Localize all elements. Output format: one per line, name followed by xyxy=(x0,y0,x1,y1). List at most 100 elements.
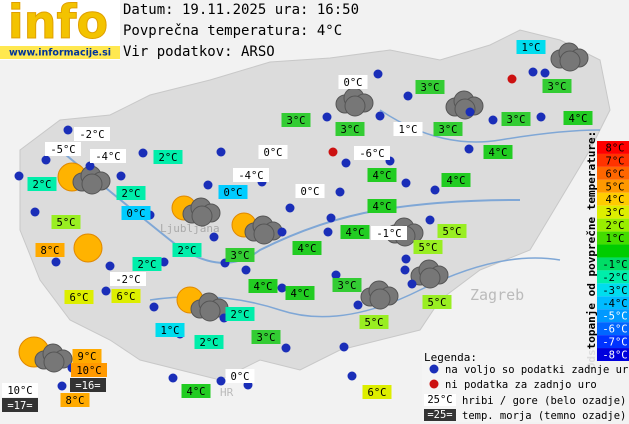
station-dot-missing xyxy=(507,74,517,84)
station-dot xyxy=(323,227,333,237)
station-dot xyxy=(322,112,332,122)
station-temp: 6°C xyxy=(117,291,136,303)
station-temp: -1°C xyxy=(376,228,401,240)
station-label-bg xyxy=(110,272,146,286)
avg-line: Povprečna temperatura: 4°C xyxy=(123,23,342,39)
legend-sample-bg xyxy=(424,409,456,421)
station-temp: =17= xyxy=(7,400,32,412)
station-temp: -6°C xyxy=(359,148,384,160)
station-dots xyxy=(14,67,550,391)
scale-step xyxy=(597,257,629,271)
color-scale: 8°C7°C6°C5°C4°C3°C2°C1°C -1°C-2°C-3°C-4°C… xyxy=(597,141,629,362)
station-temp: 5°C xyxy=(365,317,384,329)
station-dot xyxy=(241,265,251,275)
scale-label: -5°C xyxy=(602,311,627,323)
station-temp: 4°C xyxy=(346,227,365,239)
station-label-bg xyxy=(70,378,106,392)
station-temp: 0°C xyxy=(224,187,243,199)
station-temp: 4°C xyxy=(373,170,392,182)
scale-label: 7°C xyxy=(606,155,625,167)
scale-step xyxy=(597,218,629,232)
station-temp: 1°C xyxy=(522,42,541,54)
cloud-part xyxy=(191,205,213,227)
city-label: Ljubljana xyxy=(160,222,220,235)
legend-title: Legenda: xyxy=(424,351,477,364)
station-label-bg xyxy=(233,168,269,182)
station-temp: -2°C xyxy=(79,129,104,141)
station-dot xyxy=(41,155,51,165)
station-label-bg xyxy=(441,173,471,187)
station-dot xyxy=(14,171,24,181)
station-temp: 2°C xyxy=(122,188,141,200)
url-bar xyxy=(0,46,120,59)
station-temp: 0°C xyxy=(231,371,250,383)
station-label-bg xyxy=(292,241,322,255)
station-temp: 10°C xyxy=(76,365,101,377)
station-temp: 5°C xyxy=(443,226,462,238)
scale-label: -8°C xyxy=(602,350,627,362)
cloud-icon xyxy=(72,165,111,195)
cloud-part xyxy=(419,267,441,289)
legend-dot-missing xyxy=(429,379,439,389)
station-temp: 0°C xyxy=(264,147,283,159)
station-temp: 4°C xyxy=(489,147,508,159)
cloud-icon xyxy=(410,259,449,289)
station-dot xyxy=(116,171,126,181)
date-line: Datum: 19.11.2025 ura: 16:50 xyxy=(123,2,359,18)
station-temp: 5°C xyxy=(57,217,76,229)
river xyxy=(149,257,561,318)
scale-label: 2°C xyxy=(606,220,625,232)
station-dot xyxy=(203,180,213,190)
station-temp: 3°C xyxy=(338,280,357,292)
station-dot-missing xyxy=(328,147,338,157)
logo-url[interactable]: www.informacije.si xyxy=(9,48,111,59)
legend-sample: 25°C xyxy=(427,394,452,406)
station-dot xyxy=(105,261,115,271)
scale-step xyxy=(597,231,629,245)
station-temp: 4°C xyxy=(254,281,273,293)
scale-label: -7°C xyxy=(602,337,627,349)
station-label-bg xyxy=(121,206,151,220)
station-dot xyxy=(101,286,111,296)
cloud-part xyxy=(559,50,581,72)
station-label-bg xyxy=(371,226,407,240)
station-dot xyxy=(401,178,411,188)
station-temp: 8°C xyxy=(66,395,85,407)
scale-step xyxy=(597,166,629,180)
station-temp: -4°C xyxy=(95,151,120,163)
station-temp: 4°C xyxy=(291,288,310,300)
station-label-bg xyxy=(516,40,546,54)
station-label-bg xyxy=(194,335,224,349)
station-label-bg xyxy=(2,398,38,412)
station-dot xyxy=(528,67,538,77)
cloud-part xyxy=(81,173,103,195)
station-temp: 8°C xyxy=(41,245,60,257)
station-label-bg xyxy=(51,215,81,229)
station-temp: 0°C xyxy=(127,208,146,220)
station-label-bg xyxy=(2,383,38,397)
legend-text: na voljo so podatki zadnje ure xyxy=(445,364,629,376)
station-temp: 2°C xyxy=(159,152,178,164)
station-label-bg xyxy=(335,122,365,136)
cloud-icon xyxy=(244,215,283,245)
scale-step xyxy=(597,244,629,258)
legend-sample-bg xyxy=(424,394,456,406)
station-label-bg xyxy=(393,122,423,136)
station-label-bg xyxy=(116,186,146,200)
station-dot xyxy=(281,343,291,353)
station-label-bg xyxy=(74,127,110,141)
station-label-bg xyxy=(367,168,397,182)
city-label: Zagreb xyxy=(470,286,524,304)
station-dot xyxy=(347,371,357,381)
scale-step xyxy=(597,205,629,219)
station-dot xyxy=(326,213,336,223)
station-label-bg xyxy=(90,149,126,163)
station-label-bg xyxy=(483,145,513,159)
station-label-bg xyxy=(332,278,362,292)
logo: info xyxy=(8,0,108,49)
station-dot xyxy=(464,144,474,154)
station-label-bg xyxy=(437,224,467,238)
station-dot xyxy=(138,148,148,158)
station-label-bg xyxy=(285,286,315,300)
